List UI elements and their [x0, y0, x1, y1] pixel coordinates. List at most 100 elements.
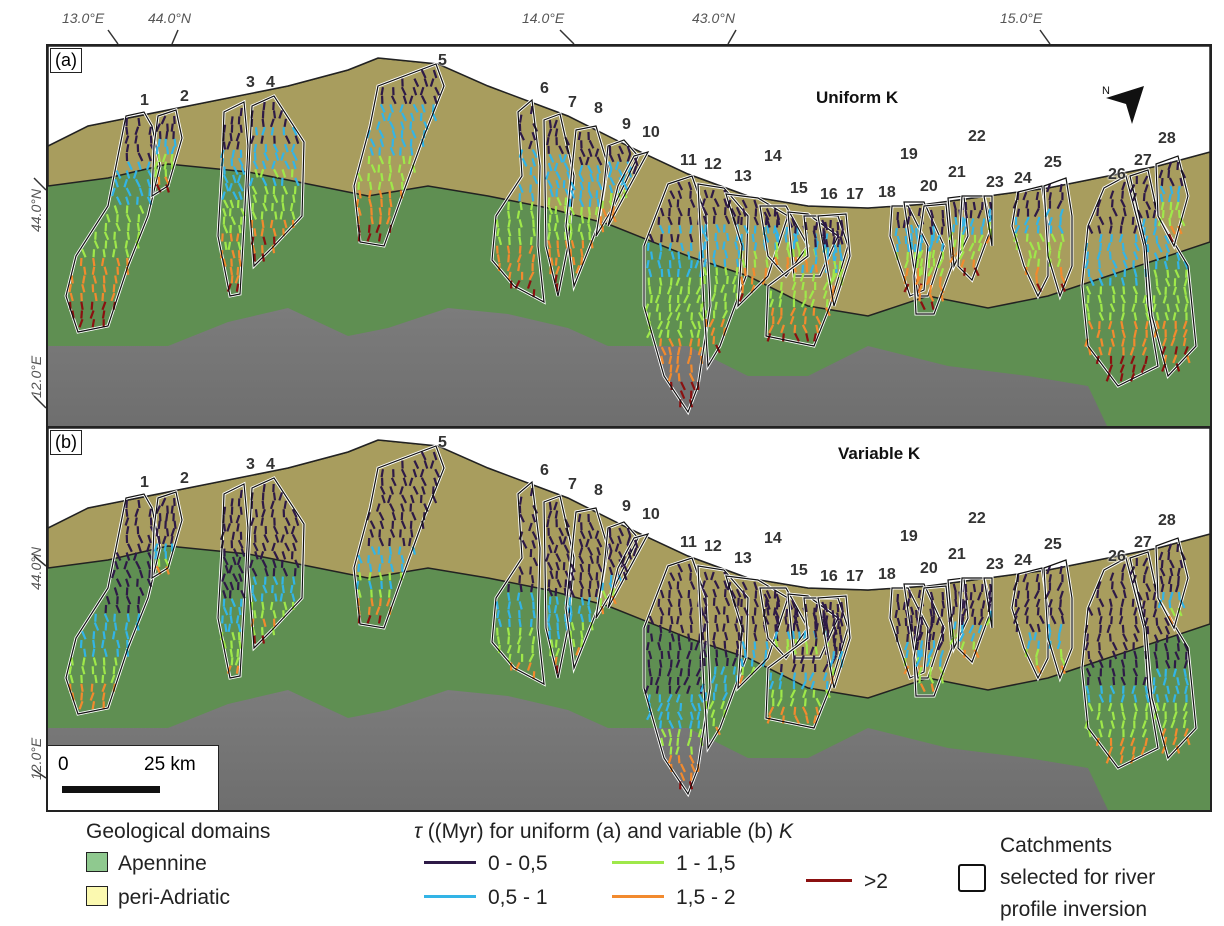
river-segment: [703, 232, 709, 242]
river-segment: [263, 534, 270, 543]
river-segment: [126, 231, 131, 240]
river-segment: [902, 219, 907, 229]
river-segment: [776, 697, 783, 707]
river-segment: [712, 206, 717, 216]
river-segment: [918, 249, 924, 259]
river-segment: [1088, 659, 1095, 669]
river-segment: [906, 633, 910, 643]
river-segment: [432, 69, 438, 79]
river-segment: [723, 198, 728, 207]
river-segment: [658, 329, 663, 339]
river-segment: [259, 169, 265, 178]
river-segment: [676, 615, 680, 625]
river-segment: [80, 683, 84, 692]
catchment-13-border: [725, 193, 789, 308]
river-segment: [720, 666, 726, 675]
river-segment: [831, 228, 835, 237]
river-segment: [792, 672, 797, 681]
legend-tau-2: 1 - 1,5: [612, 852, 736, 876]
river-segment: [669, 190, 676, 200]
river-segment: [497, 236, 503, 246]
river-segment: [764, 649, 768, 659]
river-segment: [401, 494, 408, 504]
river-segment: [646, 642, 650, 651]
river-segment: [284, 542, 291, 552]
river-segment: [1099, 338, 1104, 347]
river-segment: [291, 126, 298, 136]
river-segment: [608, 566, 614, 576]
river-segment: [377, 546, 381, 555]
river-segment: [918, 675, 922, 684]
river-segment: [368, 198, 373, 208]
river-segment: [690, 364, 693, 373]
river-segment: [668, 676, 672, 686]
river-segment: [1086, 633, 1089, 642]
river-segment: [222, 606, 229, 616]
river-segment: [530, 210, 535, 220]
river-segment: [676, 233, 680, 243]
river-segment: [972, 259, 976, 268]
river-segment: [960, 641, 966, 650]
river-segment: [1176, 543, 1180, 553]
river-segment: [1037, 640, 1040, 649]
river-segment: [252, 576, 258, 585]
river-segment: [377, 181, 382, 190]
river-segment: [259, 551, 265, 560]
river-segment: [579, 148, 586, 158]
river-segment: [906, 251, 910, 261]
river-segment: [380, 469, 385, 478]
river-segment: [388, 546, 393, 555]
river-segment: [960, 216, 964, 226]
river-segment: [1060, 233, 1065, 243]
river-segment: [792, 241, 796, 250]
river-segment: [722, 224, 726, 233]
river-segment: [230, 275, 234, 284]
river-segment: [1050, 233, 1057, 243]
river-segment: [379, 520, 385, 530]
river-segment: [786, 623, 790, 633]
river-segment: [580, 256, 584, 266]
river-segment: [953, 621, 957, 630]
river-segment: [791, 248, 796, 258]
river-segment: [282, 185, 289, 195]
river-segment: [713, 580, 720, 590]
river-segment: [93, 240, 100, 249]
river-segment: [697, 320, 702, 330]
river-segment: [254, 551, 259, 560]
river-segment: [608, 543, 613, 552]
river-segment: [970, 632, 976, 642]
river-segment: [412, 103, 419, 113]
river-segment: [69, 292, 74, 302]
river-segment: [1084, 259, 1090, 269]
river-segment: [531, 513, 537, 523]
river-segment: [429, 78, 435, 87]
river-segment: [1121, 720, 1126, 729]
river-segment: [388, 155, 391, 165]
river-segment: [1157, 599, 1163, 609]
river-segment: [792, 273, 796, 282]
river-segment: [724, 267, 728, 276]
river-segment: [1186, 354, 1191, 364]
catchment-25-border: [1043, 177, 1073, 298]
river-segment: [659, 589, 665, 599]
river-segment: [822, 236, 826, 245]
river-segment: [357, 172, 363, 182]
river-segment: [667, 199, 673, 208]
river-segment: [1152, 591, 1157, 601]
river-segment: [399, 486, 404, 495]
river-segment: [68, 284, 72, 293]
river-segment: [290, 525, 296, 535]
river-segment: [919, 625, 922, 634]
river-segment: [367, 606, 371, 615]
river-segment: [1134, 624, 1140, 634]
river-segment: [822, 663, 829, 673]
river-segment: [779, 281, 783, 291]
river-segment: [1057, 632, 1061, 641]
river-segment: [370, 164, 377, 174]
river-segment: [236, 266, 240, 275]
catchment-number-14: 14: [764, 530, 782, 547]
river-segment: [160, 115, 167, 125]
river-segment: [165, 146, 170, 155]
river-segment: [222, 141, 227, 150]
river-segment: [1159, 193, 1164, 203]
